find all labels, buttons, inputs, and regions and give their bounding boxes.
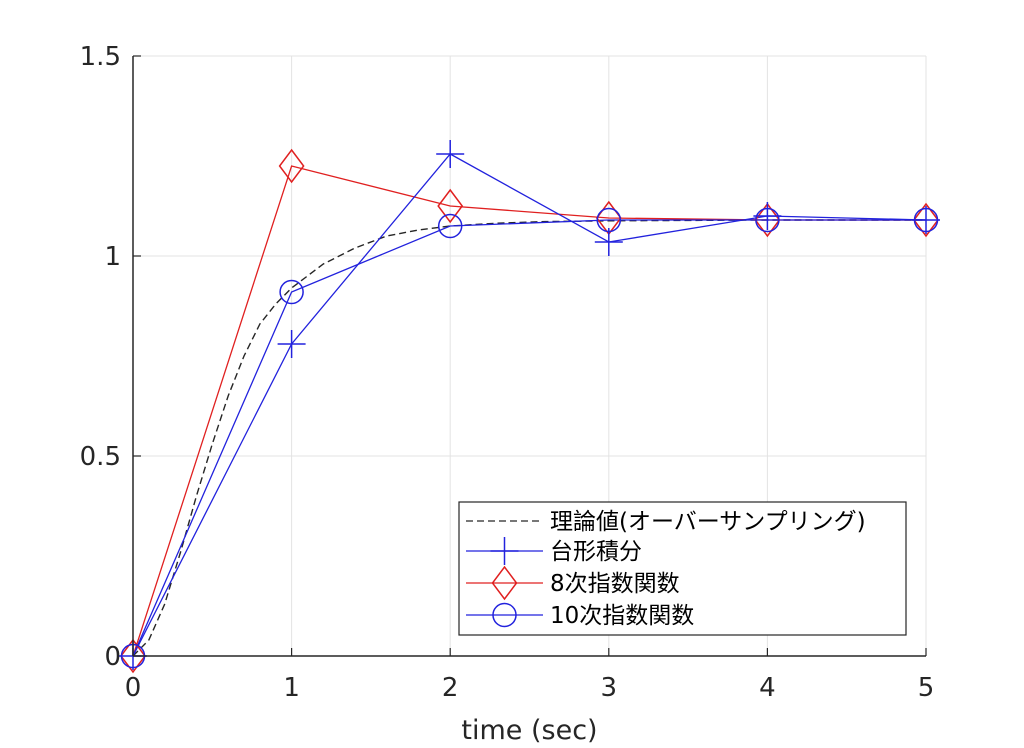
legend-entry: 理論値(オーバーサンプリング) <box>466 509 866 535</box>
y-tick-label: 0.5 <box>80 442 121 472</box>
data-point-plus <box>912 206 940 234</box>
y-tick-label: 1.5 <box>80 42 121 72</box>
legend-label: 理論値(オーバーサンプリング) <box>550 509 866 535</box>
legend-marker-plus <box>490 537 519 565</box>
legend-box <box>458 501 907 636</box>
x-axis-label: time (sec) <box>461 715 597 746</box>
data-point-diamond <box>437 188 464 224</box>
legend-label: 8次指数関数 <box>550 571 680 597</box>
x-tick-label: 3 <box>601 673 618 703</box>
data-point-circle <box>755 207 780 233</box>
data-point-circle <box>596 207 622 233</box>
legend-entry: 8次指数関数 <box>466 565 680 601</box>
legend-marker-diamond <box>491 565 518 601</box>
legend-marker-circle <box>492 602 517 628</box>
data-point-diamond <box>120 638 146 674</box>
y-tick-label: 0 <box>104 642 121 672</box>
data-point-diamond <box>278 148 305 184</box>
series-line-0 <box>132 219 926 657</box>
legend: 理論値(オーバーサンプリング) 台形積分 8次指数関数 10次指数関数 <box>458 501 907 636</box>
data-point-plus <box>753 202 782 230</box>
data-point-circle <box>913 207 939 233</box>
data-point-plus <box>436 140 465 168</box>
data-point-circle <box>279 279 304 305</box>
legend-entry: 台形積分 <box>466 537 642 565</box>
data-point-diamond <box>913 202 939 238</box>
x-tick-label: 4 <box>759 673 776 703</box>
x-tick-label: 2 <box>442 673 459 703</box>
plot-series <box>119 140 940 674</box>
x-tick-label: 1 <box>283 673 300 703</box>
data-point-plus <box>277 330 306 358</box>
axes <box>132 55 927 657</box>
series-line-1 <box>132 153 927 657</box>
x-tick-label: 0 <box>125 673 142 703</box>
data-point-circle <box>437 213 463 239</box>
data-point-diamond <box>754 202 781 238</box>
legend-label: 台形積分 <box>550 539 642 565</box>
legend-entry: 10次指数関数 <box>466 602 694 629</box>
y-tick-label: 1 <box>104 242 121 272</box>
series-line-3 <box>132 219 926 657</box>
x-tick-label: 5 <box>918 673 935 703</box>
legend-label: 10次指数関数 <box>550 603 694 629</box>
tick-labels: 0 1 2 3 4 5 0 0.5 1 1.5 <box>80 42 935 703</box>
data-point-plus <box>594 228 623 256</box>
